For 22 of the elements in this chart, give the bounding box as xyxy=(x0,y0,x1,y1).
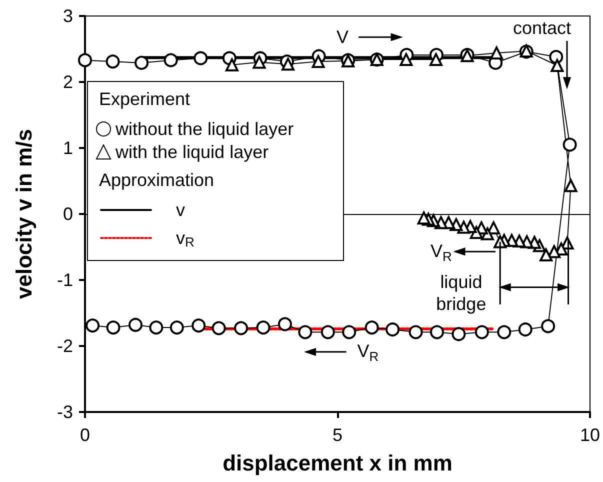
y-tick-label: -1 xyxy=(56,270,73,290)
x-axis-title: displacement x in mm xyxy=(222,450,452,476)
legend-label: without the liquid layer xyxy=(114,119,294,139)
y-tick-label: 3 xyxy=(62,6,73,26)
annotation: V xyxy=(336,26,349,48)
y-tick-label: -2 xyxy=(56,336,73,356)
x-tick-label: 0 xyxy=(80,425,90,445)
x-tick-label: 5 xyxy=(332,425,342,445)
y-tick-label: 0 xyxy=(62,204,73,224)
y-tick-label: 2 xyxy=(62,72,73,92)
y-axis-title: velocity v in m/s xyxy=(12,129,36,299)
annotation: liquid bridge xyxy=(435,271,488,316)
legend-label: with the liquid layer xyxy=(114,142,269,162)
y-tick-label: -3 xyxy=(56,402,73,422)
x-tick-label: 10 xyxy=(580,425,600,445)
annotation: contact xyxy=(513,16,572,39)
legend-label: v xyxy=(176,200,185,220)
annotation: V$_{R}$ xyxy=(430,240,452,266)
annotation: Approximation xyxy=(99,170,214,190)
y-tick-label: 1 xyxy=(62,138,73,158)
legend-title: Experiment xyxy=(99,89,190,109)
annotation: V$_{R}$ xyxy=(357,340,379,366)
